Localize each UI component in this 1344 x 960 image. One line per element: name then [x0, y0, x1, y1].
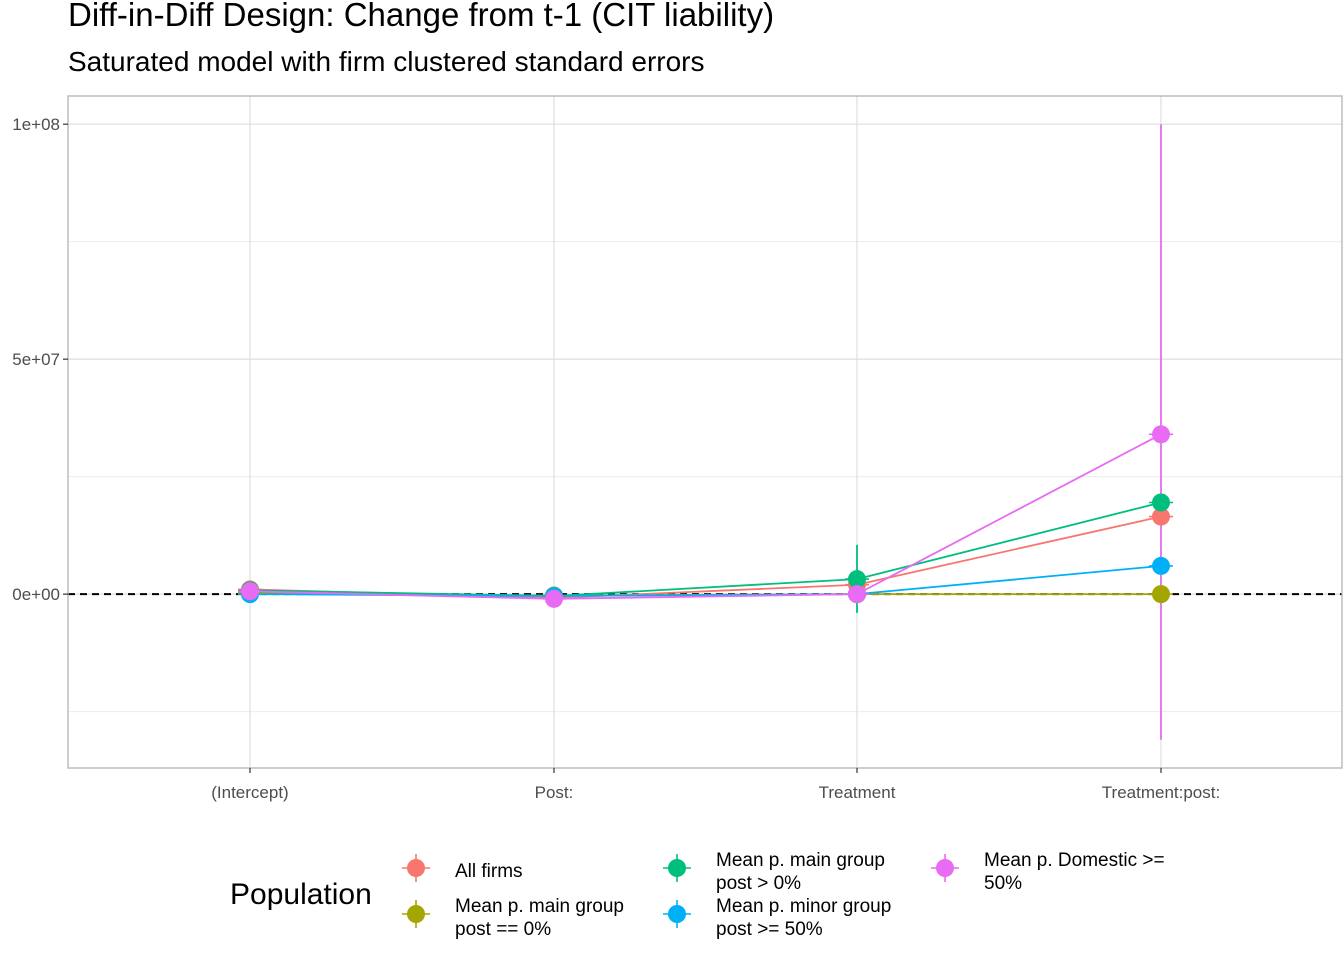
- legend-label-line: Mean p. main group: [455, 896, 624, 917]
- y-tick-label: 1e+08: [12, 115, 60, 134]
- data-point: [1152, 585, 1170, 604]
- legend-label: Mean p. main group post > 0%: [716, 850, 885, 894]
- data-point: [545, 589, 563, 608]
- legend-label-line: Mean p. main group: [716, 850, 885, 871]
- legend-label-line: Mean p. minor group: [716, 896, 891, 917]
- x-tick-label: Treatment: [819, 783, 896, 802]
- data-point: [1152, 556, 1170, 575]
- data-point: [848, 585, 866, 604]
- y-axis-ticks: 0e+00 5e+07 1e+08: [12, 115, 68, 604]
- legend-key-point: [936, 859, 954, 877]
- chart-title: Diff-in-Diff Design: Change from t-1 (CI…: [68, 0, 775, 33]
- y-tick-label: 0e+00: [12, 585, 60, 604]
- legend-label-line: post > 0%: [716, 873, 801, 894]
- data-point: [241, 582, 259, 601]
- data-points: [238, 425, 1173, 608]
- data-point: [1152, 493, 1170, 512]
- series-line: [249, 433, 1162, 600]
- legend-key-point: [668, 905, 686, 923]
- legend-label-line: post == 0%: [455, 919, 551, 940]
- legend-label-line: 50%: [984, 873, 1022, 894]
- y-tick-label: 5e+07: [12, 350, 60, 369]
- legend-label-line: post >= 50%: [716, 919, 823, 940]
- legend-key-point: [407, 905, 425, 923]
- legend-key-point: [407, 859, 425, 877]
- legend-label: Mean p. Domestic >= 50%: [984, 850, 1165, 894]
- legend-title: Population: [230, 878, 372, 911]
- series-line: [249, 515, 1162, 599]
- legend-key-point: [668, 859, 686, 877]
- legend-label-line: All firms: [455, 861, 523, 882]
- legend-label-line: Mean p. Domestic >=: [984, 850, 1165, 871]
- legend-label: All firms: [455, 861, 523, 882]
- legend-label: Mean p. minor group post >= 50%: [716, 896, 891, 940]
- series-lines: [249, 433, 1162, 600]
- legend-label: Mean p. main group post == 0%: [455, 896, 624, 940]
- grid-lines: [68, 96, 1342, 768]
- x-axis-ticks: (Intercept) Post: Treatment Treatment:post:: [211, 768, 1220, 802]
- x-tick-label: Post:: [535, 783, 574, 802]
- chart-subtitle: Saturated model with firm clustered stan…: [68, 46, 705, 77]
- error-bars: [856, 124, 1162, 740]
- panel-border: [67, 95, 1343, 769]
- data-point: [1152, 425, 1170, 444]
- data-point: [1152, 507, 1170, 526]
- x-tick-label: Treatment:post:: [1102, 783, 1220, 802]
- x-tick-label: (Intercept): [211, 783, 288, 802]
- data-point: [848, 570, 866, 589]
- series-line: [249, 501, 1162, 597]
